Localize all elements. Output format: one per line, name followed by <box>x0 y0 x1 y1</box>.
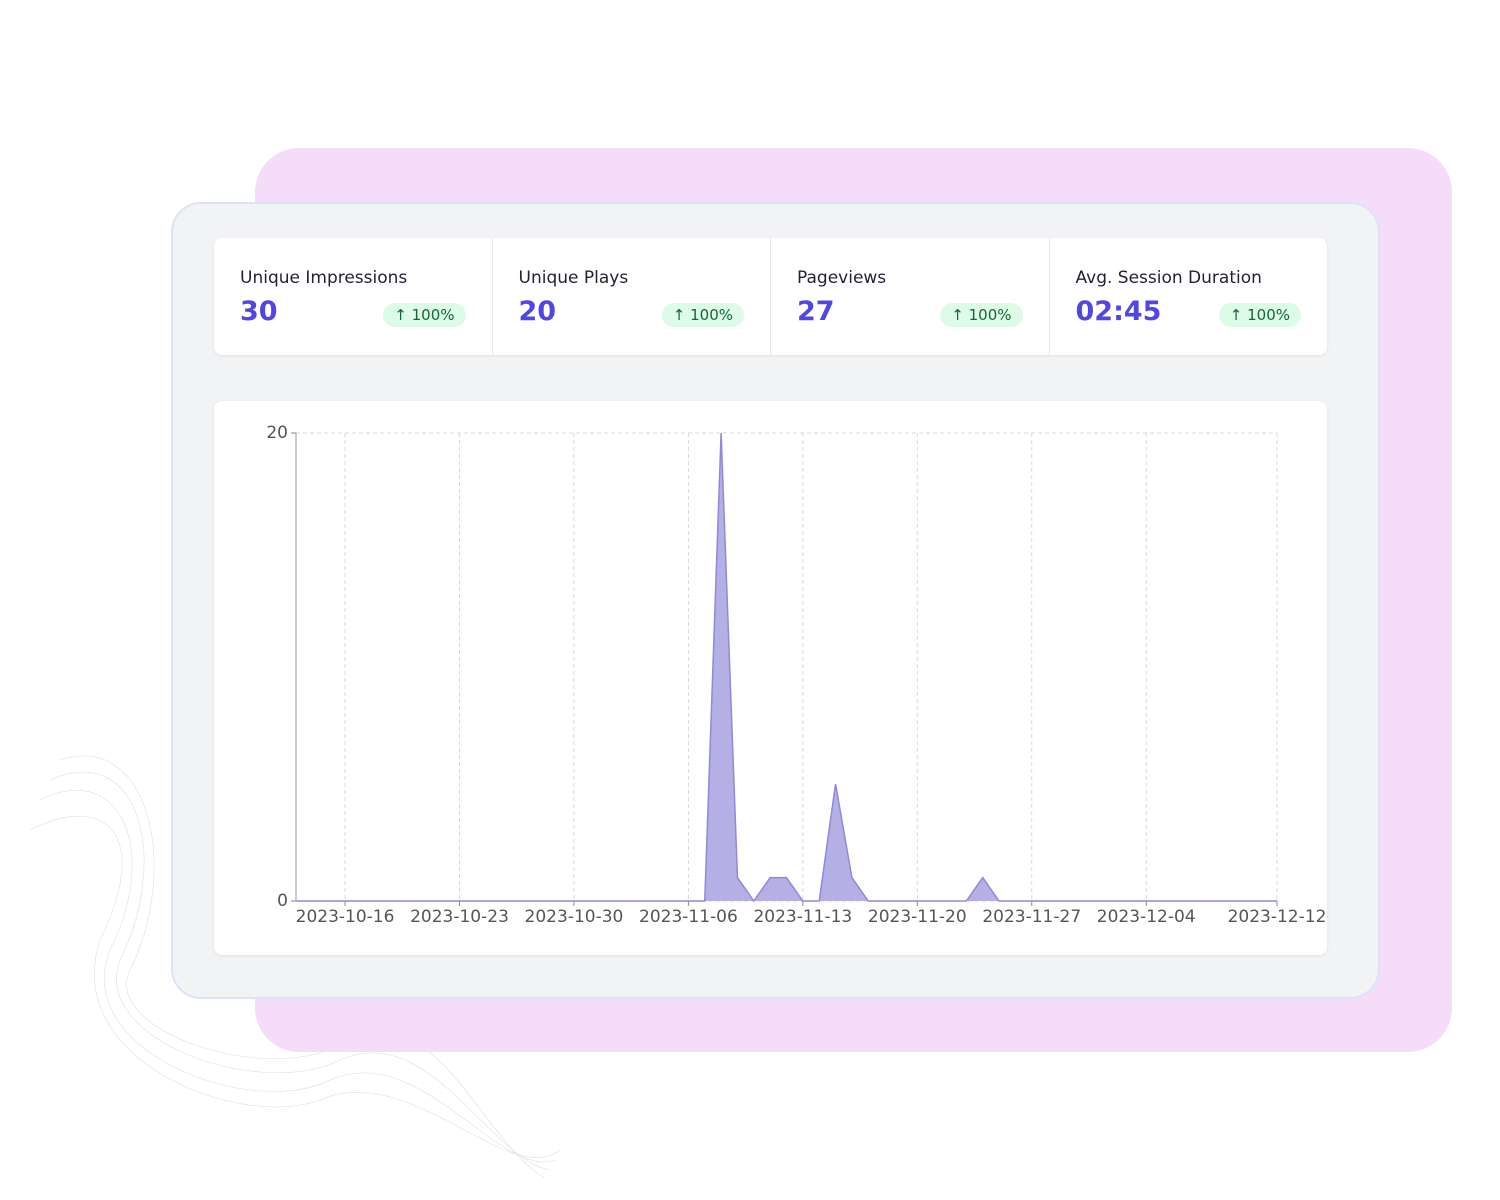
stat-label: Unique Plays <box>518 268 629 288</box>
stat-label: Unique Impressions <box>240 268 408 288</box>
y-tick-label: 20 <box>266 423 288 443</box>
x-tick-label: 2023-10-30 <box>525 907 624 927</box>
x-tick-label: 2023-10-23 <box>410 907 509 927</box>
change-badge: ↑ 100% <box>1218 303 1301 327</box>
stats-bar: Unique Impressions 30 ↑ 100% Unique Plays 20… <box>214 238 1327 355</box>
stat-card: Unique Plays 20 ↑ 100% <box>493 238 771 355</box>
x-tick-label: 2023-10-16 <box>296 907 395 927</box>
stat-value: 30 <box>240 296 278 327</box>
up-arrow: ↑ <box>1229 306 1248 324</box>
x-tick-label: 2023-11-27 <box>982 907 1081 927</box>
change-value: 100% <box>968 306 1012 324</box>
stat-value: 27 <box>797 296 835 327</box>
change-value: 100% <box>411 306 455 324</box>
stat-label: Pageviews <box>797 268 887 288</box>
up-arrow: ↑ <box>394 306 412 324</box>
up-arrow: ↑ <box>672 306 691 324</box>
stat-value: 02:45 <box>1075 296 1162 327</box>
change-badge: ↑ 100% <box>383 303 466 327</box>
x-tick-label: 2023-11-06 <box>639 907 738 927</box>
stat-card: Pageviews 27 ↑ 100% <box>771 238 1050 355</box>
change-badge: ↑ 100% <box>661 303 744 327</box>
area-line <box>296 432 1277 903</box>
stat-label: Avg. Session Duration <box>1075 268 1262 288</box>
x-tick-label: 2023-11-20 <box>868 907 967 927</box>
up-arrow: ↑ <box>951 306 969 324</box>
x-tick-label: 2023-12-12 <box>1228 907 1327 927</box>
stat-value: 20 <box>518 296 557 327</box>
y-tick-label: 0 <box>277 891 288 911</box>
x-tick-label: 2023-11-13 <box>753 907 852 927</box>
x-tick-label: 2023-12-04 <box>1097 907 1196 927</box>
stat-card: Unique Impressions 30 ↑ 100% <box>214 238 493 355</box>
change-badge: ↑ 100% <box>940 303 1023 327</box>
change-value: 100% <box>1247 306 1290 324</box>
chart: 0 20 2023-10-16 2023-10-23 2023-10-30 2023-11… <box>266 423 1327 927</box>
chart-card: 0 20 2023-10-16 2023-10-23 2023-10-30 2023-11… <box>214 401 1327 955</box>
stat-card: Avg. Session Duration 02:45 ↑ 100% <box>1050 238 1328 355</box>
change-value: 100% <box>690 306 733 324</box>
area <box>296 433 1277 901</box>
